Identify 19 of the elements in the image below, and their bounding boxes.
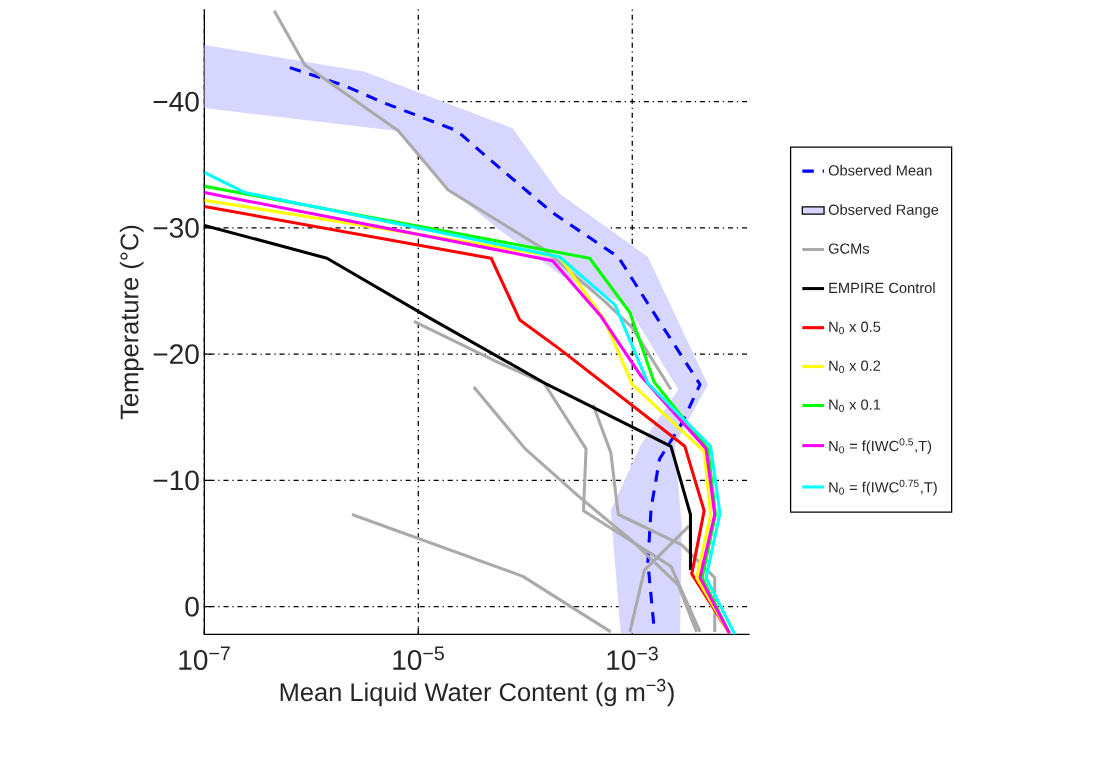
legend-label: Observed Mean bbox=[828, 165, 932, 176]
legend-label: GCMs bbox=[828, 243, 870, 254]
legend-label: Observed Range bbox=[828, 204, 939, 218]
x-axis-title: Mean Liquid Water Content (g m$^{−3}$) bbox=[280, 679, 674, 707]
y-tick-label: 0 bbox=[185, 596, 199, 617]
y-tick-label: −10 bbox=[153, 470, 199, 491]
y-tick-label: −20 bbox=[153, 344, 199, 365]
y-tick-label: −30 bbox=[153, 218, 199, 239]
x-tick-label: 10$^{−7}$ bbox=[179, 646, 230, 671]
legend-label: N$_{0}$ x 0.2 bbox=[829, 360, 881, 374]
legend-label: N$_{0}$ x 0.5 bbox=[829, 321, 881, 335]
x-tick-label: 10$^{−5}$ bbox=[393, 646, 444, 671]
legend-label: N$_{0}$ x 0.1 bbox=[829, 399, 881, 413]
legend-label: N$_{0}$ = f(IWC$^{0.75}$,T) bbox=[829, 479, 937, 496]
y-axis-title: Temperature (°C) bbox=[119, 225, 144, 420]
legend-label: N$_{0}$ = f(IWC$^{0.5}$,T) bbox=[829, 438, 932, 455]
y-tick-label: −40 bbox=[153, 91, 199, 112]
x-tick-label: 10$^{−3}$ bbox=[607, 646, 658, 671]
legend-label: EMPIRE Control bbox=[829, 282, 935, 294]
